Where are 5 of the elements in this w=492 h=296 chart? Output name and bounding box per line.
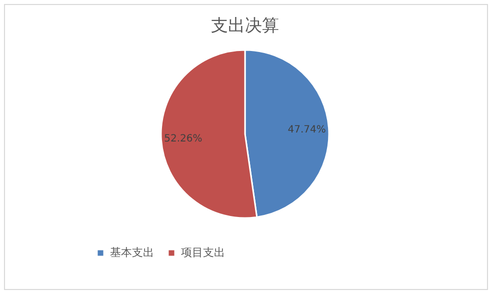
data-label: 47.74% — [288, 124, 326, 136]
chart-title: 支出决算 — [211, 16, 279, 36]
legend-label: 项目支出 — [181, 246, 225, 259]
data-label: 52.26% — [164, 133, 202, 144]
legend-label: 基本支出 — [110, 246, 154, 259]
